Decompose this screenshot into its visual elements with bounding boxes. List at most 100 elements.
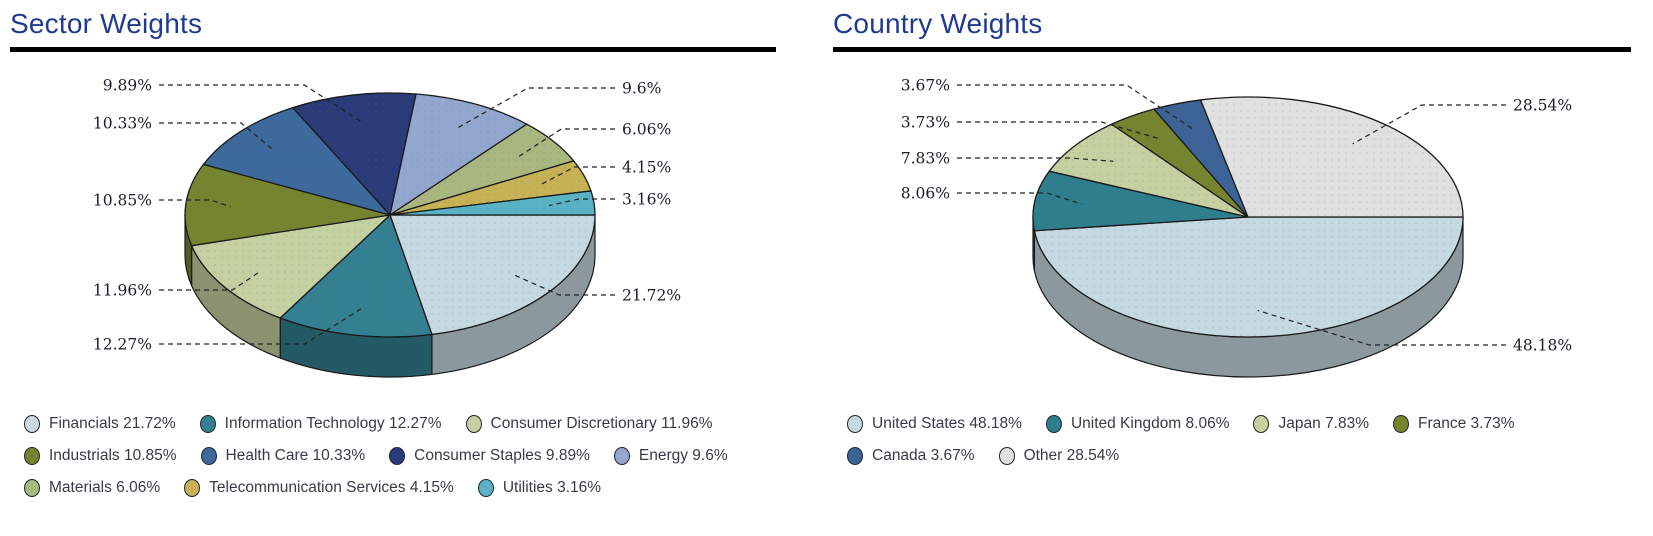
leader-line-industrials	[159, 199, 231, 208]
country-weights-title: Country Weights	[833, 8, 1043, 39]
country-weights-chart: Country Weights 3.67% 3.73% 7.83% 8.06% 28.5…	[833, 0, 1631, 536]
sector-weights-title: Sector Weights	[10, 8, 203, 39]
slice-texture	[1200, 97, 1463, 217]
slice-label-telecommunication-services: 4.15%	[622, 159, 671, 177]
leader-line-consumer-discretionary	[159, 270, 262, 291]
leader-line-other	[1352, 104, 1506, 145]
sector-weights-chart: Sector Weights 9.89% 10.33% 10.85% 11.96% 12…	[10, 0, 776, 536]
legend-swatch-financials	[24, 415, 40, 433]
legend-item-united-states: United States 48.18%	[847, 415, 1022, 433]
slice-texture	[191, 215, 390, 319]
legend-item-united-kingdom: United Kingdom 8.06%	[1045, 415, 1230, 433]
legend-label: Financials 21.72%	[49, 415, 176, 432]
leader-line-information-technology	[159, 308, 362, 345]
slice-label-united-kingdom: 8.06%	[901, 185, 950, 203]
legend-label: Health Care 10.33%	[225, 447, 366, 464]
legend-swatch-france	[1392, 415, 1409, 433]
legend-label: United Kingdom 8.06%	[1070, 415, 1230, 432]
legend-swatch-health-care	[200, 447, 217, 465]
leader-line-financials	[513, 274, 615, 296]
legend-item-canada: Canada 3.67%	[847, 447, 975, 465]
legend-label: Consumer Discretionary 11.96%	[490, 415, 713, 432]
slice-texture	[390, 124, 574, 215]
leader-line-utilities	[548, 198, 615, 207]
legend-item-information-technology: Information Technology 12.27%	[199, 415, 442, 433]
slice-label-consumer-staples: 9.89%	[103, 77, 152, 95]
legend-label: Energy 9.6%	[638, 447, 728, 464]
slice-texture	[203, 107, 390, 215]
legend-swatch-materials	[24, 479, 40, 497]
leader-line-health-care	[159, 122, 274, 151]
slice-texture	[390, 215, 595, 335]
legend-swatch-japan	[1253, 415, 1270, 433]
legend-swatch-united-states	[847, 415, 863, 433]
legend-row: Canada 3.67% Other 28.54%	[847, 440, 1514, 472]
legend-row: Industrials 10.85% Health Care 10.33% Cons…	[24, 440, 728, 472]
slice-label-utilities: 3.16%	[622, 191, 671, 209]
legend-item-consumer-discretionary: Consumer Discretionary 11.96%	[465, 415, 713, 433]
legend-item-materials: Materials 6.06%	[24, 479, 160, 497]
legend-label: France 3.73%	[1417, 415, 1515, 432]
legend-item-energy: Energy 9.6%	[613, 447, 728, 465]
legend-swatch-energy	[613, 447, 630, 465]
legend-item-france: France 3.73%	[1392, 415, 1515, 433]
slice-label-energy: 9.6%	[622, 80, 661, 98]
legend-swatch-telecommunication-services	[184, 479, 201, 497]
legend-label: Canada 3.67%	[872, 447, 975, 464]
sector-legend: Financials 21.72% Information Technology …	[24, 408, 728, 504]
legend-item-health-care: Health Care 10.33%	[200, 447, 366, 465]
legend-label: Telecommunication Services 4.15%	[209, 479, 454, 496]
slice-label-information-technology: 12.27%	[93, 336, 152, 354]
slice-texture	[185, 164, 390, 246]
leader-line-telecommunication-services	[541, 166, 615, 185]
sector-title-underline	[10, 47, 776, 52]
slice-label-materials: 6.06%	[622, 121, 671, 139]
slice-texture	[390, 190, 595, 215]
legend-swatch-information-technology	[199, 415, 216, 433]
slice-texture	[390, 93, 527, 215]
legend-row: United States 48.18% United Kingdom 8.06%…	[847, 408, 1514, 440]
slice-label-other: 28.54%	[1513, 97, 1572, 115]
leader-line-united-kingdom	[957, 192, 1083, 205]
legend-label: Utilities 3.16%	[502, 479, 602, 496]
slice-texture	[390, 160, 591, 215]
slice-label-united-states: 48.18%	[1513, 337, 1572, 355]
country-title-underline	[833, 47, 1631, 52]
legend-swatch-canada	[847, 447, 863, 465]
legend-item-utilities: Utilities 3.16%	[477, 479, 602, 497]
legend-label: United States 48.18%	[872, 415, 1022, 432]
slice-label-consumer-discretionary: 11.96%	[93, 282, 152, 300]
legend-swatch-united-kingdom	[1045, 415, 1062, 433]
leader-line-japan	[957, 157, 1114, 162]
legend-swatch-utilities	[477, 479, 494, 497]
slice-label-health-care: 10.33%	[93, 115, 152, 133]
country-legend: United States 48.18% United Kingdom 8.06%…	[847, 408, 1514, 472]
legend-item-financials: Financials 21.72%	[24, 415, 176, 433]
country-pie-chart: 3.67% 3.73% 7.83% 8.06% 28.54% 48.18%	[901, 77, 1572, 378]
slice-texture	[1049, 124, 1248, 217]
legend-item-telecommunication-services: Telecommunication Services 4.15%	[184, 479, 454, 497]
leader-line-france	[957, 121, 1158, 139]
legend-swatch-other	[998, 447, 1015, 465]
legend-swatch-consumer-staples	[389, 447, 406, 465]
slice-texture	[1111, 109, 1248, 217]
leader-line-united-states	[1257, 309, 1506, 346]
slice-label-japan: 7.83%	[901, 150, 950, 168]
slice-texture	[292, 93, 417, 215]
slice-texture	[1034, 217, 1463, 338]
slice-texture	[1153, 99, 1248, 217]
legend-label: Information Technology 12.27%	[224, 415, 442, 432]
legend-row: Materials 6.06% Telecommunication Service…	[24, 472, 728, 504]
slice-label-france: 3.73%	[901, 114, 950, 132]
sector-pie-chart: 9.89% 10.33% 10.85% 11.96% 12.27% 9.6% 6.06% 4.…	[93, 77, 681, 378]
leader-line-canada	[957, 84, 1193, 130]
legend-label: Industrials 10.85%	[49, 447, 177, 464]
legend-row: Financials 21.72% Information Technology …	[24, 408, 728, 440]
legend-item-japan: Japan 7.83%	[1253, 415, 1369, 433]
legend-label: Consumer Staples 9.89%	[414, 447, 590, 464]
legend-item-consumer-staples: Consumer Staples 9.89%	[389, 447, 590, 465]
leader-line-energy	[456, 87, 615, 129]
slice-label-canada: 3.67%	[901, 77, 950, 95]
legend-label: Materials 6.06%	[49, 479, 161, 496]
